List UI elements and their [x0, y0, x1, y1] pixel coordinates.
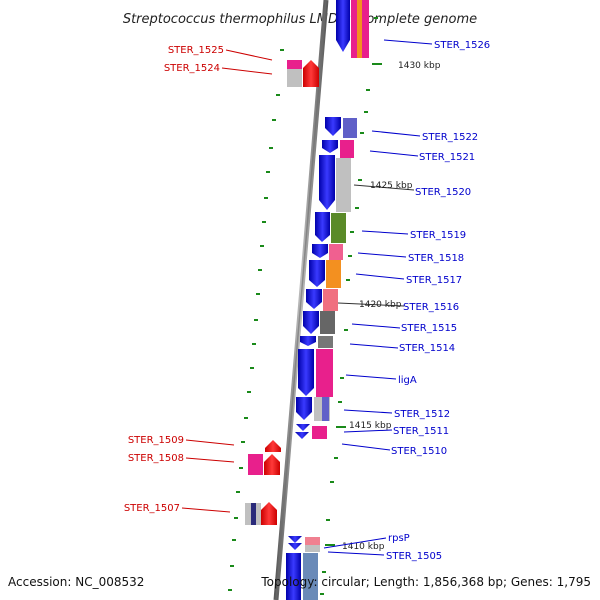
gene-label[interactable]: STER_1511 — [393, 426, 449, 437]
gene-label[interactable]: STER_1508 — [128, 453, 184, 464]
gene-arrow[interactable] — [296, 424, 310, 431]
kbp-label: 1430 kbp — [398, 61, 441, 71]
gene-arrow[interactable] — [325, 117, 341, 136]
gene-label[interactable]: STER_1521 — [419, 152, 475, 163]
forward-category-boxes — [303, 0, 369, 600]
gene-label[interactable]: STER_1525 — [168, 45, 224, 56]
gene-arrow[interactable] — [296, 397, 312, 420]
gene-label[interactable]: STER_1514 — [399, 343, 455, 354]
forward-leader-lines — [323, 39, 433, 556]
gene-label[interactable]: ligA — [398, 375, 417, 386]
gene-label[interactable]: STER_1516 — [403, 302, 459, 313]
gene-arrow[interactable] — [261, 502, 277, 525]
gene-label[interactable]: STER_1526 — [434, 40, 490, 51]
gene-label[interactable]: STER_1519 — [410, 230, 466, 241]
gene-arrow[interactable] — [264, 454, 280, 475]
reverse-gene-labels: STER_1525 STER_1524 STER_1509 STER_1508 … — [124, 45, 224, 514]
kbp-label: 1410 kbp — [342, 542, 385, 552]
gc-content-track — [228, 17, 378, 595]
reverse-leader-lines — [181, 49, 273, 513]
forward-gene-labels: STER_1526 STER_1522 STER_1521 STER_1520 … — [386, 40, 490, 562]
gene-arrow[interactable] — [300, 336, 316, 346]
gene-arrow[interactable] — [306, 289, 322, 309]
forward-strand-genes — [286, 0, 350, 600]
gene-arrow[interactable] — [315, 212, 330, 242]
gene-label[interactable]: STER_1515 — [401, 323, 457, 334]
gene-label[interactable]: STER_1512 — [394, 409, 450, 420]
gene-label[interactable]: STER_1524 — [164, 63, 220, 74]
gene-arrow[interactable] — [312, 244, 328, 258]
gene-arrow[interactable] — [309, 260, 325, 287]
gene-arrow[interactable] — [295, 432, 309, 439]
reverse-strand-genes — [245, 60, 319, 525]
gene-arrow[interactable] — [288, 536, 302, 543]
gene-arrow[interactable] — [319, 155, 335, 210]
kbp-label: 1415 kbp — [349, 421, 392, 431]
kbp-label: 1425 kbp — [370, 181, 413, 191]
gene-arrow[interactable] — [298, 349, 314, 396]
kbp-label: 1420 kbp — [359, 300, 402, 310]
map-title: Streptococcus thermophilus LMD-9, comple… — [123, 12, 477, 27]
gene-label[interactable]: STER_1522 — [422, 132, 478, 143]
gene-arrow[interactable] — [303, 60, 319, 87]
gene-label[interactable]: STER_1520 — [415, 187, 471, 198]
gene-arrow[interactable] — [322, 140, 338, 153]
gene-label[interactable]: STER_1518 — [408, 253, 464, 264]
gene-label[interactable]: STER_1510 — [391, 446, 447, 457]
gene-arrow[interactable] — [288, 543, 302, 550]
gene-label[interactable]: STER_1517 — [406, 275, 462, 286]
gene-label[interactable]: STER_1507 — [124, 503, 180, 514]
gene-label[interactable]: STER_1505 — [386, 551, 442, 562]
gene-arrow[interactable] — [265, 440, 281, 452]
gene-arrow[interactable] — [336, 0, 350, 52]
gene-arrow[interactable] — [286, 553, 301, 600]
gene-label[interactable]: STER_1509 — [128, 435, 184, 446]
genome-backbone — [273, 0, 329, 600]
kbp-markers: 1430 kbp 1425 kbp 1420 kbp 1415 kbp 1410… — [325, 61, 441, 552]
topology-text: Topology: circular; Length: 1,856,368 bp… — [260, 575, 591, 589]
gene-arrow[interactable] — [303, 311, 319, 334]
gene-label[interactable]: rpsP — [388, 533, 410, 544]
accession-text: Accession: NC_008532 — [8, 575, 144, 589]
